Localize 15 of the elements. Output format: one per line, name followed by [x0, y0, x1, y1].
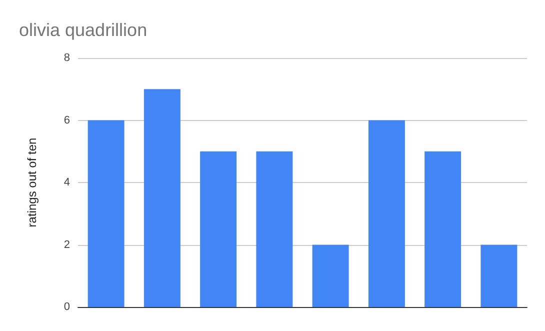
y-tick-label: 4 — [64, 176, 70, 188]
bar — [88, 120, 124, 307]
y-axis-title: ratings out of ten — [25, 138, 39, 228]
y-tick-label: 2 — [64, 238, 70, 251]
y-tick-label: 0 — [64, 301, 70, 313]
bar — [144, 89, 180, 307]
bar — [256, 151, 293, 307]
bar — [200, 151, 237, 307]
bar — [480, 244, 518, 307]
y-tick-label: 8 — [64, 52, 70, 64]
bar — [424, 151, 462, 307]
chart-title: olivia quadrillion — [19, 20, 148, 40]
bar — [368, 120, 405, 307]
bar — [312, 244, 349, 307]
y-tick-label: 6 — [64, 114, 70, 126]
